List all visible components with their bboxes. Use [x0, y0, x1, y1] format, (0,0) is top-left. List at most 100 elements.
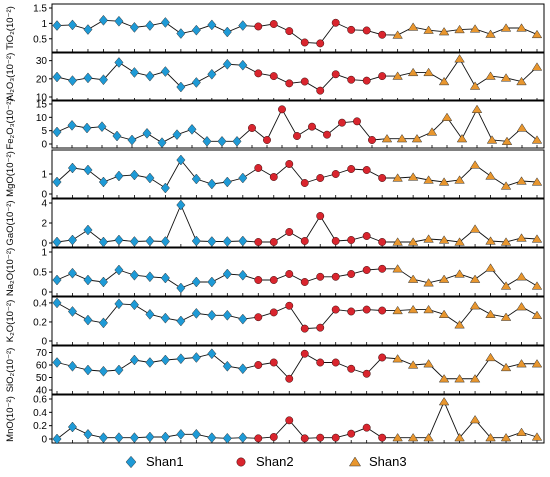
data-point-shan2: [300, 38, 309, 47]
data-point-shan1: [52, 433, 62, 445]
data-point-shan1: [222, 309, 232, 321]
data-point-shan2: [378, 174, 387, 182]
data-point-shan3: [392, 264, 403, 273]
data-point-shan2: [362, 305, 371, 314]
y-tick-label: 5: [41, 126, 47, 137]
data-point-shan3: [531, 135, 543, 144]
panel-frame: [51, 345, 545, 395]
data-point-shan1: [52, 71, 62, 83]
data-point-shan3: [454, 433, 465, 442]
data-point-shan3: [469, 224, 481, 233]
y-tick-label: 70: [36, 348, 48, 359]
data-point-shan1: [202, 135, 212, 147]
data-point-shan2: [293, 132, 301, 140]
panel-1: 0.5 1 1.5 TiO₂(10⁻²): [5, 3, 545, 53]
data-point-shan1: [176, 81, 186, 93]
data-point-shan2: [300, 349, 309, 358]
data-point-shan1: [114, 170, 124, 182]
data-point-shan2: [254, 164, 263, 172]
data-point-shan1: [191, 276, 201, 288]
data-point-shan3: [454, 374, 465, 383]
data-point-shan1: [145, 431, 155, 443]
data-point-shan1: [52, 236, 62, 248]
data-point-shan1: [67, 421, 78, 433]
data-point-shan3: [454, 320, 465, 329]
data-point-shan3: [438, 397, 450, 406]
data-point-shan3: [454, 24, 465, 34]
y-tick-label: 0.2: [33, 317, 47, 328]
data-point-shan3: [516, 176, 527, 185]
data-point-shan1: [145, 172, 155, 184]
data-point-shan2: [254, 361, 263, 369]
legend-marker-shan2: [236, 457, 246, 467]
data-point-shan2: [300, 179, 309, 187]
data-point-shan2: [316, 358, 325, 367]
data-point-shan2: [347, 307, 356, 316]
data-point-shan2: [285, 27, 294, 36]
data-point-shan1: [83, 24, 93, 35]
y-tick-label: 0.4: [33, 408, 47, 419]
data-point-shan1: [67, 119, 77, 131]
data-point-shan3: [485, 352, 496, 362]
data-point-shan1: [98, 176, 108, 188]
data-point-shan2: [316, 433, 325, 442]
data-point-shan3: [407, 172, 419, 181]
data-point-shan1: [114, 234, 124, 246]
data-point-shan3: [469, 274, 481, 283]
panel-4: 0 1 MgO(10⁻²): [5, 149, 545, 201]
data-point-shan2: [254, 69, 263, 78]
data-point-shan1: [52, 274, 62, 286]
data-point-shan2: [347, 429, 356, 438]
data-point-shan1: [114, 264, 124, 276]
data-point-shan2: [285, 160, 294, 168]
data-point-shan1: [207, 309, 217, 321]
data-point-shan1: [176, 282, 186, 294]
data-point-shan2: [323, 130, 331, 139]
legend-item-shan1: Shan1: [125, 454, 184, 469]
data-point-shan1: [129, 236, 139, 247]
data-point-shan3: [531, 281, 543, 290]
y-axis-label: Na₂O(10⁻²): [5, 248, 16, 296]
data-point-shan3: [407, 304, 419, 314]
y-tick-label: 10: [36, 113, 48, 124]
data-point-shan1: [217, 135, 227, 147]
data-point-shan1: [114, 298, 124, 310]
data-point-shan2: [347, 25, 356, 34]
data-point-shan3: [454, 269, 465, 278]
data-point-shan1: [222, 176, 232, 188]
data-point-shan3: [407, 274, 419, 283]
data-point-shan3: [454, 237, 465, 246]
y-tick-label: 15: [36, 100, 48, 111]
data-point-shan3: [392, 237, 403, 246]
data-point-shan3: [438, 274, 450, 283]
data-point-shan2: [269, 433, 278, 441]
panel-frame: [51, 394, 545, 444]
data-point-shan1: [83, 428, 93, 440]
data-point-shan2: [338, 118, 346, 127]
data-point-shan1: [160, 236, 170, 247]
data-point-shan3: [407, 67, 419, 77]
legend-marker-shan1: [125, 455, 137, 469]
legend-label-shan1: Shan1: [146, 454, 184, 469]
data-point-shan1: [176, 28, 186, 39]
data-point-shan1: [145, 20, 155, 31]
data-point-shan1: [172, 129, 182, 141]
data-point-shan2: [347, 165, 356, 173]
data-point-shan1: [238, 172, 248, 184]
data-point-shan2: [378, 72, 387, 81]
y-axis-label: MnO(10⁻²): [5, 396, 16, 442]
data-point-shan2: [347, 75, 356, 84]
data-point-shan2: [269, 72, 278, 81]
data-point-shan3: [516, 123, 528, 132]
data-point-shan3: [441, 112, 453, 121]
data-point-shan1: [207, 236, 217, 247]
panel-9: 0 0.2 0.4 0.6 MnO(10⁻²): [5, 394, 545, 446]
data-point-shan1: [52, 176, 62, 188]
legend-item-shan3: Shan3: [348, 454, 407, 469]
data-point-shan3: [469, 301, 481, 310]
data-point-shan2: [362, 166, 371, 174]
data-point-shan1: [83, 72, 93, 84]
y-tick-label: 2: [41, 219, 47, 230]
data-point-shan2: [316, 174, 325, 182]
